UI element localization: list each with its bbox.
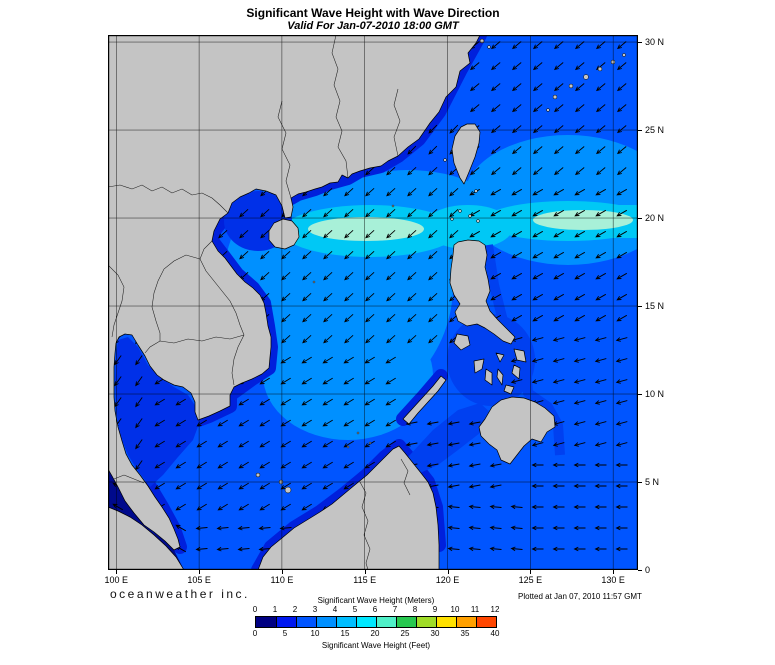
feet-tick-label: 5 [282,629,288,638]
lat-tick-label: 15 N [645,301,665,312]
meters-tick-label: 7 [392,605,398,614]
meters-tick-label: 10 [450,605,460,614]
lat-tick [638,394,642,395]
meters-tick-label: 2 [292,605,298,614]
oceanweather-logo: oceanweather inc. [110,587,250,601]
legend-title-meters: Significant Wave Height (Meters) [317,596,435,605]
country-borders [107,34,411,571]
lat-tick [638,130,642,132]
map-area [107,28,673,577]
chart-title: Significant Wave Height with Wave Direct… [246,6,500,20]
landmasses [107,34,626,571]
lat-tick [638,482,642,483]
island-hainan [268,218,300,250]
colorbar-segment [376,617,396,627]
lat-tick-label: 10 N [645,389,665,399]
lon-tick [447,570,449,574]
feet-tick-label: 10 [310,629,320,638]
lon-tick [199,570,201,574]
feet-tick-label: 25 [400,629,410,638]
map-svg [107,28,673,577]
lon-tick [364,570,366,574]
meters-tick-label: 12 [490,605,500,614]
legend-feet-ticks: 0 5 10 15 20 25 30 35 40 [252,629,500,638]
colorbar-segment [316,617,336,627]
lat-tick-label: 30 N [645,37,665,48]
colorbar [255,616,497,628]
lat-tick-label: 5 N [645,477,660,487]
feet-tick-label: 20 [370,629,380,638]
lon-tick [281,570,283,574]
colorbar-segment [436,617,456,627]
island-borneo [257,445,440,571]
colorbar-segment [256,617,276,627]
colorbar-segment [296,617,316,627]
island-palawan [402,375,447,425]
lat-tick [638,570,642,571]
lon-tick-label: 100 E [104,575,129,585]
colorbar-segment [336,617,356,627]
lon-tick [530,570,532,574]
feet-tick-label: 35 [460,629,470,638]
lat-tick [638,42,642,44]
gulf-of-thailand-water [115,337,200,487]
lon-tick [116,570,118,574]
meters-tick-label: 8 [412,605,418,614]
colorbar-segment [456,617,476,627]
lat-tick-label: 25 N [645,125,665,136]
legend-meters-ticks: 0 1 2 3 4 5 6 7 8 9 10 11 12 [252,605,500,614]
lon-tick-label: 130 E [601,575,625,585]
lon-tick-label: 120 E [435,575,460,585]
feet-tick-label: 15 [340,629,350,638]
island-taiwan [451,123,481,185]
island-luzon [449,239,516,345]
meters-tick-label: 4 [332,605,338,614]
island-mindanao [478,396,556,465]
meters-tick-label: 11 [470,605,480,614]
chart-subtitle: Valid For Jan-07-2010 18:00 GMT [287,20,459,32]
meters-tick-label: 9 [432,605,438,614]
lat-tick [638,218,642,220]
feet-tick-label: 0 [252,629,258,638]
lon-tick-label: 105 E [187,575,211,585]
colorbar-segment [396,617,416,627]
feet-tick-label: 30 [430,629,440,638]
map-border [108,35,638,570]
lon-tick-label: 110 E [270,575,294,585]
lat-tick [638,306,642,308]
islands-ryukyu [546,53,626,112]
plotted-timestamp: Plotted at Jan 07, 2010 11:57 GMT [518,592,642,601]
feet-tick-label: 40 [490,629,500,638]
meters-tick-label: 3 [312,605,318,614]
ocean-swell-core [308,210,633,241]
meters-tick-label: 1 [272,605,278,614]
lat-tick-label: 0 [645,565,651,575]
lat-tick-label: 20 N [645,213,665,224]
colorbar-segment [356,617,376,627]
philippine-east-coast-band [483,244,565,456]
sulu-sea-water [408,403,493,473]
island-mindoro [453,333,471,351]
lon-tick-label: 115 E [353,575,377,585]
landmass-asia-mainland [107,34,481,551]
meters-tick-label: 0 [252,605,258,614]
meters-tick-label: 6 [372,605,378,614]
lon-tick-label: 125 E [518,575,543,585]
lon-tick [613,570,615,574]
colorbar-segment [276,617,296,627]
legend-title-feet: Significant Wave Height (Feet) [321,641,431,650]
meters-tick-label: 5 [352,605,358,614]
colorbar-segment [416,617,436,627]
colorbar-segment [476,617,496,627]
